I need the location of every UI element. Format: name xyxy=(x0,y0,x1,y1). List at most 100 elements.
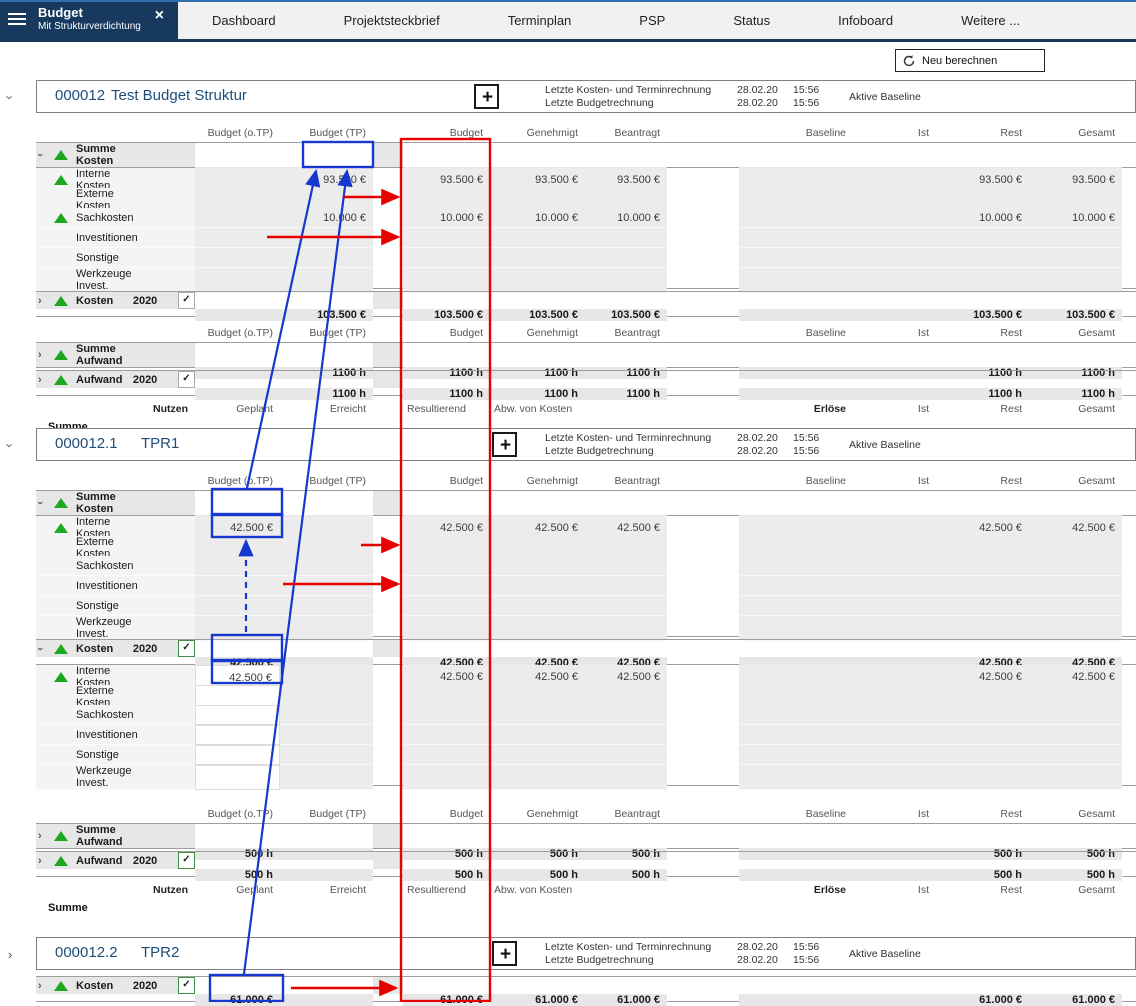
project-title[interactable]: TPR2 xyxy=(141,944,180,961)
close-tab-icon[interactable]: × xyxy=(154,7,164,24)
active-tab-budget[interactable]: Budget Mit Strukturverdichtung × xyxy=(0,2,178,39)
tab-status[interactable]: Status xyxy=(733,13,771,28)
budget-row-externe-kosten[interactable]: Externe Kosten xyxy=(36,188,1136,213)
trend-up-icon xyxy=(54,498,76,508)
budget-row-investitionen[interactable]: Investitionen xyxy=(36,725,1136,745)
budget-row-aufwand-2020[interactable]: › Aufwand 2020 ✓ 500 h 500 h 500 h 500 h 500 h 50… xyxy=(36,851,1136,881)
budget-row-werkzeuge-invest[interactable]: Werkzeuge Invest. xyxy=(36,765,1136,790)
active-tab-title: Budget xyxy=(38,5,83,20)
chevron-right-icon[interactable]: › xyxy=(38,980,54,992)
cell-gen: 500 h xyxy=(490,869,585,881)
project-id[interactable]: 000012.1 xyxy=(55,435,118,452)
column-header-budget-tp: Budget (TP) xyxy=(309,808,366,820)
column-header-budget-tp: Budget (TP) xyxy=(309,127,366,139)
chevron-glyph: › xyxy=(38,854,42,867)
project-chevron-down-icon[interactable]: › xyxy=(2,443,18,448)
benefit-summe-label: Summe xyxy=(48,902,88,914)
project-chevron-down-icon[interactable]: › xyxy=(2,95,18,100)
budget-row-kosten-2020[interactable]: › Kosten 2020 ✓ 42.500 €42.500 €42.500 €42.5… xyxy=(34,639,1136,669)
tab-psp[interactable]: PSP xyxy=(639,13,666,28)
calc-info-line: Letzte Budgetrechnung 28.02.20 15:56 xyxy=(545,954,833,967)
chevron-right-icon[interactable]: › xyxy=(38,374,54,386)
budget-row-kosten-2020[interactable]: › Kosten 2020 ✓ 103.500 €103.500 €103.500 €1… xyxy=(36,291,1136,321)
cell-ges: 10.000 € xyxy=(1029,208,1122,228)
chevron-down-icon[interactable]: › xyxy=(34,497,54,509)
budget-row-sachkosten[interactable]: Sachkosten 10.000 €10.000 €10.000 €10.000… xyxy=(36,208,1136,228)
budget-row-kosten-2020[interactable]: › Kosten 2020 ✓ 61.000 €61.000 €61.000 €61.0… xyxy=(36,976,1136,1006)
cell-otp xyxy=(195,556,280,576)
budget-row-werkzeuge-invest[interactable]: Werkzeuge Invest. xyxy=(36,616,1136,641)
row-label: Sachkosten xyxy=(76,708,134,721)
hamburger-menu-icon[interactable] xyxy=(8,13,26,28)
cell-tp xyxy=(280,248,373,268)
cell-rest: 10.000 € xyxy=(936,208,1029,228)
tab-dashboard[interactable]: Dashboard xyxy=(212,13,276,28)
chevron-right-icon[interactable]: › xyxy=(38,855,54,867)
cell-baseline xyxy=(739,616,853,641)
row-fill-cell xyxy=(373,977,403,994)
project-title[interactable]: Test Budget Struktur xyxy=(111,87,247,104)
budget-row-aufwand-2020[interactable]: › Aufwand 2020 ✓ 1100 h 1100 h 1100 h 1100 h 110… xyxy=(36,370,1136,400)
budget-row-summe-aufwand[interactable]: › Summe Aufwand 1100 h 1100 h 1100 h 1100 h 11… xyxy=(36,342,1136,379)
add-button[interactable]: + xyxy=(492,941,517,966)
cell-rest xyxy=(936,268,1029,293)
budget-row-sonstige[interactable]: Sonstige xyxy=(36,745,1136,765)
year-checkbox[interactable]: ✓ xyxy=(178,852,195,869)
chevron-right-icon[interactable]: › xyxy=(38,295,54,307)
benefit-column-headers: Nutzen Geplant Erreicht Resultierend Abw. vo… xyxy=(36,396,1136,418)
budget-row-investitionen[interactable]: Investitionen xyxy=(36,576,1136,596)
budget-row-interne-kosten[interactable]: Interne Kosten 93.500 €93.500 €93.500 €93… xyxy=(36,168,1136,193)
cell-ist xyxy=(853,248,936,268)
column-header-gesamt: Gesamt xyxy=(1078,327,1115,339)
year-checkbox[interactable]: ✓ xyxy=(178,371,195,388)
add-button[interactable]: + xyxy=(474,84,499,109)
budget-row-interne-kosten[interactable]: Interne Kosten 42.500 €42.500 €42.500 €42… xyxy=(36,665,1136,690)
column-header-rest: Rest xyxy=(1000,808,1022,820)
budget-row-sonstige[interactable]: Sonstige xyxy=(36,596,1136,616)
cell-ist xyxy=(853,228,936,248)
budget-row-werkzeuge-invest[interactable]: Werkzeuge Invest. xyxy=(36,268,1136,293)
row-label: Sachkosten xyxy=(76,211,134,224)
calc-info-label: Letzte Kosten- und Terminrechnung xyxy=(545,432,712,444)
recalculate-button[interactable]: Neu berechnen xyxy=(895,49,1045,72)
cell-bea xyxy=(585,765,667,790)
budget-row-sachkosten[interactable]: Sachkosten xyxy=(36,556,1136,576)
cell-budget xyxy=(403,228,490,248)
tab-projektsteckbrief[interactable]: Projektsteckbrief xyxy=(343,13,440,28)
tab-terminplan[interactable]: Terminplan xyxy=(507,13,572,28)
project-id[interactable]: 000012.2 xyxy=(55,944,118,961)
chevron-down-icon[interactable]: › xyxy=(34,149,54,161)
tab-infoboard[interactable]: Infoboard xyxy=(838,13,894,28)
budget-row-summe-kosten[interactable]: ›Summe Kosten103.500 €103.500 €103.500 €… xyxy=(34,142,1136,179)
budget-row-investitionen[interactable]: Investitionen xyxy=(36,228,1136,248)
budget-row-externe-kosten[interactable]: Externe Kosten xyxy=(36,536,1136,561)
add-button[interactable]: + xyxy=(492,432,517,457)
column-header-genehmigt: Genehmigt xyxy=(526,808,578,820)
budget-row-interne-kosten[interactable]: Interne Kosten 42.500 €42.500 €42.500 €42… xyxy=(36,516,1136,541)
cell-bea: 500 h xyxy=(585,869,667,881)
project-chevron-right-icon[interactable]: › xyxy=(8,947,13,962)
calc-info-line: Letzte Kosten- und Terminrechnung 28.02.2… xyxy=(545,941,833,954)
budget-row-sachkosten[interactable]: Sachkosten xyxy=(36,705,1136,725)
year-checkbox[interactable]: ✓ xyxy=(178,292,195,309)
chevron-right-icon[interactable]: › xyxy=(38,830,54,842)
cell-ges xyxy=(1029,228,1122,248)
project-title[interactable]: TPR1 xyxy=(141,435,180,452)
row-label: Investitionen xyxy=(76,728,138,741)
cell-otp: 61.000 € xyxy=(195,994,280,1006)
year-checkbox[interactable]: ✓ xyxy=(178,640,195,657)
budget-row-sonstige[interactable]: Sonstige xyxy=(36,248,1136,268)
chevron-down-icon[interactable]: › xyxy=(34,643,54,655)
row-year: 2020 xyxy=(132,854,158,867)
trend-up-icon xyxy=(54,523,76,533)
column-header-abw-von-kosten: Abw. von Kosten xyxy=(494,884,573,896)
budget-row-externe-kosten[interactable]: Externe Kosten xyxy=(36,685,1136,710)
cell-bea xyxy=(585,705,667,725)
cell-otp xyxy=(195,705,280,725)
chevron-right-icon[interactable]: › xyxy=(38,349,54,361)
tab-weitere[interactable]: Weitere ... xyxy=(961,13,1021,28)
year-checkbox[interactable]: ✓ xyxy=(178,977,195,994)
project-id[interactable]: 000012 xyxy=(55,87,106,104)
